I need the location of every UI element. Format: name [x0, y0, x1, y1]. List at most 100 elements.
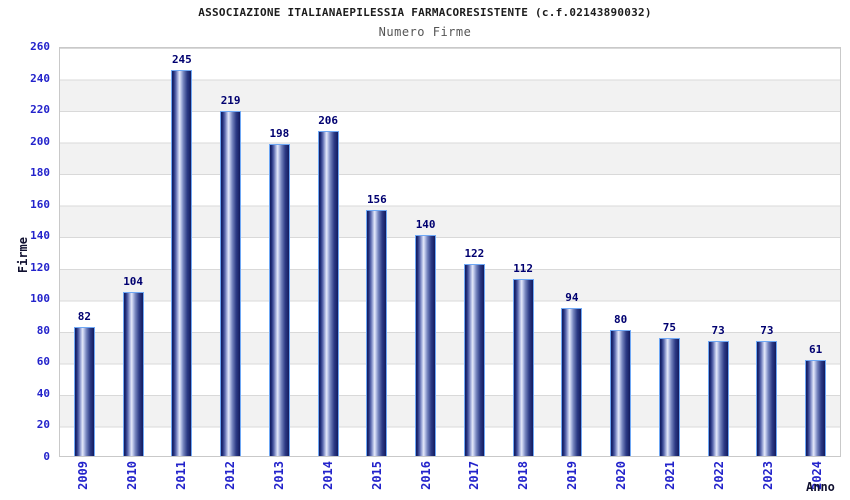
x-label-slot: 2015 — [352, 461, 401, 499]
x-tick-label: 2019 — [565, 461, 580, 490]
y-tick-label: 60 — [36, 355, 50, 369]
x-label-slot: 2018 — [499, 461, 548, 499]
x-tick-label: 2012 — [223, 461, 238, 490]
bar-slot-2016: 140 — [401, 48, 450, 456]
x-label-slot: 2023 — [743, 461, 792, 499]
x-label-slot: 2012 — [206, 461, 255, 499]
y-tick-label: 180 — [30, 166, 50, 180]
y-tick-label: 40 — [36, 386, 50, 400]
bar-2012 — [220, 111, 242, 456]
bar-value-label: 94 — [565, 291, 579, 304]
bar-2011 — [171, 70, 193, 456]
bar-slot-2022: 73 — [694, 48, 743, 456]
x-label-slot: 2009 — [59, 461, 108, 499]
x-tick-label: 2016 — [418, 461, 433, 490]
x-label-slot: 2013 — [255, 461, 304, 499]
bar-2009 — [73, 327, 95, 456]
bar-slot-2009: 82 — [60, 48, 109, 456]
x-label-slot: 2014 — [303, 461, 352, 499]
y-tick-label: 140 — [30, 229, 50, 243]
bar-value-label: 73 — [760, 324, 774, 337]
bar-slot-2011: 245 — [158, 48, 207, 456]
y-axis-ticks: 0 20 40 60 80 100 120 140 160 180 200 220 240 260 — [0, 0, 50, 500]
bar-value-label: 206 — [318, 114, 339, 127]
x-tick-label: 2017 — [467, 461, 482, 490]
bar-value-label: 104 — [123, 275, 144, 288]
y-tick-label: 20 — [36, 418, 50, 432]
x-label-slot: 2017 — [450, 461, 499, 499]
bar-value-label: 198 — [269, 127, 290, 140]
bar-2010 — [122, 292, 144, 456]
y-tick-label: 220 — [30, 103, 50, 117]
x-label-slot: 2021 — [646, 461, 695, 499]
bar-value-label: 112 — [513, 262, 534, 275]
x-axis-title: Anno — [806, 480, 835, 494]
bar-slot-2010: 104 — [109, 48, 158, 456]
bar-slot-2017: 122 — [450, 48, 499, 456]
x-tick-label: 2011 — [174, 461, 189, 490]
x-tick-label: 2009 — [76, 461, 91, 490]
y-tick-label: 80 — [36, 323, 50, 337]
plot-area: 82 104 245 219 198 206 156 140 122 112 94 80 75 73 73 6… — [59, 47, 841, 457]
bar-slot-2012: 219 — [206, 48, 255, 456]
chart-title: ASSOCIAZIONE ITALIANAEPILESSIA FARMACORE… — [198, 6, 652, 19]
bar-2023 — [756, 341, 778, 456]
x-label-slot: 2010 — [108, 461, 157, 499]
y-tick-label: 240 — [30, 71, 50, 85]
y-tick-label: 160 — [30, 197, 50, 211]
x-tick-label: 2021 — [662, 461, 677, 490]
bar-value-label: 75 — [662, 321, 676, 334]
bars-container: 82 104 245 219 198 206 156 140 122 112 94 80 75 73 73 6… — [60, 48, 840, 456]
x-tick-label: 2020 — [614, 461, 629, 490]
bar-slot-2013: 198 — [255, 48, 304, 456]
bar-value-label: 140 — [415, 218, 436, 231]
bar-2020 — [610, 330, 632, 456]
bar-value-label: 156 — [366, 193, 387, 206]
x-tick-label: 2023 — [760, 461, 775, 490]
bar-2021 — [658, 338, 680, 456]
y-tick-label: 200 — [30, 134, 50, 148]
y-tick-label: 100 — [30, 292, 50, 306]
bar-2022 — [707, 341, 729, 456]
x-tick-label: 2018 — [516, 461, 531, 490]
bar-value-label: 61 — [809, 343, 823, 356]
x-tick-label: 2013 — [271, 461, 286, 490]
bar-slot-2014: 206 — [304, 48, 353, 456]
bar-2014 — [317, 131, 339, 456]
y-tick-label: 260 — [30, 40, 50, 53]
bar-value-label: 219 — [220, 94, 241, 107]
x-label-slot: 2019 — [548, 461, 597, 499]
x-label-slot: 2011 — [157, 461, 206, 499]
x-label-slot: 2016 — [401, 461, 450, 499]
bar-slot-2023: 73 — [743, 48, 792, 456]
bar-value-label: 73 — [711, 324, 725, 337]
x-tick-label: 2014 — [320, 461, 335, 490]
bar-2017 — [463, 264, 485, 456]
bar-slot-2019: 94 — [548, 48, 597, 456]
bar-slot-2015: 156 — [353, 48, 402, 456]
bar-value-label: 245 — [171, 53, 192, 66]
x-label-slot: 2022 — [694, 461, 743, 499]
bar-value-label: 82 — [77, 310, 91, 323]
bar-2015 — [366, 210, 388, 456]
bar-slot-2018: 112 — [499, 48, 548, 456]
bar-2018 — [512, 279, 534, 456]
y-tick-label: 0 — [43, 450, 50, 463]
bar-slot-2021: 75 — [645, 48, 694, 456]
x-label-slot: 2020 — [597, 461, 646, 499]
x-tick-label: 2022 — [711, 461, 726, 490]
y-tick-label: 120 — [30, 260, 50, 274]
x-axis-labels: 2009 2010 2011 2012 2013 2014 2015 2016 2017 2018… — [59, 461, 841, 499]
bar-value-label: 80 — [614, 313, 628, 326]
bar-2024 — [805, 360, 827, 456]
bar-2013 — [268, 144, 290, 456]
x-tick-label: 2010 — [125, 461, 140, 490]
bar-slot-2024: 61 — [791, 48, 840, 456]
bar-2016 — [415, 235, 437, 456]
bar-2019 — [561, 308, 583, 456]
chart-subtitle: Numero Firme — [378, 25, 472, 39]
x-tick-label: 2015 — [369, 461, 384, 490]
bar-value-label: 122 — [464, 247, 485, 260]
bar-slot-2020: 80 — [596, 48, 645, 456]
